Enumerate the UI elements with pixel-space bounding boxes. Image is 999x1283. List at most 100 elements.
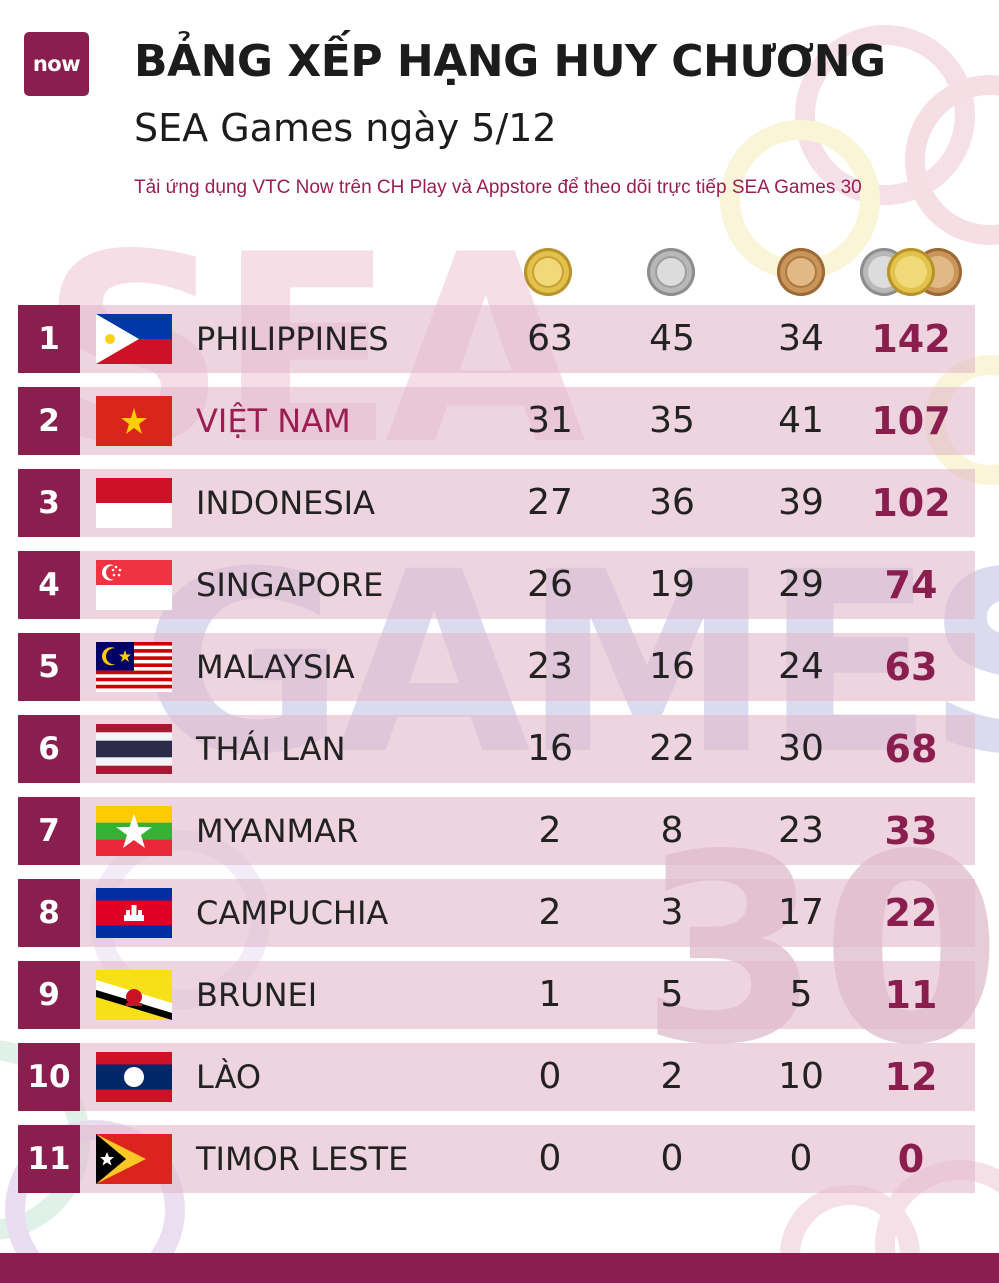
country-name: SINGAPORE <box>196 566 384 604</box>
country-name: VIỆT NAM <box>196 402 351 440</box>
table-row: 11 TIMOR LESTE 0 0 0 0 <box>18 1125 975 1193</box>
silver-count: 22 <box>649 728 695 769</box>
rank-badge: 8 <box>18 879 80 947</box>
rank-badge: 9 <box>18 961 80 1029</box>
country-name: LÀO <box>196 1058 262 1096</box>
table-row: 7 MYANMAR 2 8 23 33 <box>18 797 975 865</box>
silver-count: 3 <box>660 892 684 933</box>
silver-count: 8 <box>660 810 684 851</box>
row-band <box>80 633 975 701</box>
total-count: 12 <box>884 1055 938 1099</box>
bronze-count: 0 <box>789 1138 813 1179</box>
brunei-flag-icon <box>96 970 172 1020</box>
row-band <box>80 1043 975 1111</box>
total-medals-icon <box>860 248 962 296</box>
total-count: 22 <box>884 891 938 935</box>
timor-leste-flag-icon <box>96 1134 172 1184</box>
country-name: CAMPUCHIA <box>196 894 389 932</box>
silver-count: 2 <box>660 1056 684 1097</box>
gold-count: 63 <box>527 318 573 359</box>
gold-count: 2 <box>538 810 562 851</box>
bronze-count: 41 <box>778 400 824 441</box>
table-row: 5 MALAYSIA 23 16 24 63 <box>18 633 975 701</box>
footer-bar <box>0 1253 999 1283</box>
gold-count: 0 <box>538 1056 562 1097</box>
silver-count: 16 <box>649 646 695 687</box>
table-row: 4 SINGAPORE 26 19 29 74 <box>18 551 975 619</box>
rank-badge: 10 <box>18 1043 80 1111</box>
total-count: 102 <box>871 481 951 525</box>
row-band <box>80 551 975 619</box>
rank-badge: 7 <box>18 797 80 865</box>
country-name: PHILIPPINES <box>196 320 389 358</box>
gold-count: 0 <box>538 1138 562 1179</box>
page-title: BẢNG XẾP HẠNG HUY CHƯƠNG <box>134 36 886 87</box>
bronze-count: 29 <box>778 564 824 605</box>
table-row: 1 PHILIPPINES 63 45 34 142 <box>18 305 975 373</box>
silver-medal-icon <box>647 248 695 296</box>
silver-count: 5 <box>660 974 684 1015</box>
bronze-count: 23 <box>778 810 824 851</box>
cambodia-flag-icon <box>96 888 172 938</box>
row-band <box>80 797 975 865</box>
silver-count: 0 <box>660 1138 684 1179</box>
laos-flag-icon <box>96 1052 172 1102</box>
gold-count: 26 <box>527 564 573 605</box>
silver-count: 45 <box>649 318 695 359</box>
total-count: 142 <box>871 317 951 361</box>
gold-medal-icon <box>524 248 572 296</box>
gold-count: 27 <box>527 482 573 523</box>
country-name: BRUNEI <box>196 976 318 1014</box>
gold-count: 31 <box>527 400 573 441</box>
silver-count: 35 <box>649 400 695 441</box>
bronze-count: 10 <box>778 1056 824 1097</box>
singapore-flag-icon <box>96 560 172 610</box>
row-band <box>80 879 975 947</box>
philippines-flag-icon <box>96 314 172 364</box>
bronze-count: 17 <box>778 892 824 933</box>
bronze-count: 24 <box>778 646 824 687</box>
bronze-count: 5 <box>789 974 813 1015</box>
gold-count: 23 <box>527 646 573 687</box>
silver-count: 19 <box>649 564 695 605</box>
table-row: 2 VIỆT NAM 31 35 41 107 <box>18 387 975 455</box>
country-name: INDONESIA <box>196 484 375 522</box>
total-count: 0 <box>897 1137 925 1181</box>
country-name: MYANMAR <box>196 812 359 850</box>
total-count: 33 <box>884 809 938 853</box>
total-count: 74 <box>884 563 938 607</box>
country-name: TIMOR LESTE <box>196 1140 409 1178</box>
rank-badge: 2 <box>18 387 80 455</box>
total-count: 107 <box>871 399 951 443</box>
page-subtitle: SEA Games ngày 5/12 <box>134 106 557 150</box>
rank-badge: 5 <box>18 633 80 701</box>
gold-count: 16 <box>527 728 573 769</box>
bronze-count: 30 <box>778 728 824 769</box>
row-band <box>80 961 975 1029</box>
vtc-now-logo: now <box>24 32 89 96</box>
silver-count: 36 <box>649 482 695 523</box>
row-band <box>80 715 975 783</box>
row-band <box>80 1125 975 1193</box>
table-row: 10 LÀO 0 2 10 12 <box>18 1043 975 1111</box>
malaysia-flag-icon <box>96 642 172 692</box>
table-row: 9 BRUNEI 1 5 5 11 <box>18 961 975 1029</box>
gold-count: 1 <box>538 974 562 1015</box>
bronze-count: 39 <box>778 482 824 523</box>
gold-count: 2 <box>538 892 562 933</box>
total-count: 68 <box>884 727 938 771</box>
row-band <box>80 469 975 537</box>
promo-text: Tải ứng dụng VTC Now trên CH Play và App… <box>134 177 862 198</box>
vietnam-flag-icon <box>96 396 172 446</box>
rank-badge: 4 <box>18 551 80 619</box>
country-name: MALAYSIA <box>196 648 355 686</box>
indonesia-flag-icon <box>96 478 172 528</box>
total-count: 11 <box>884 973 938 1017</box>
table-row: 8 CAMPUCHIA 2 3 17 22 <box>18 879 975 947</box>
row-band <box>80 305 975 373</box>
country-name: THÁI LAN <box>196 730 346 768</box>
row-band <box>80 387 975 455</box>
total-count: 63 <box>884 645 938 689</box>
thailand-flag-icon <box>96 724 172 774</box>
rank-badge: 6 <box>18 715 80 783</box>
